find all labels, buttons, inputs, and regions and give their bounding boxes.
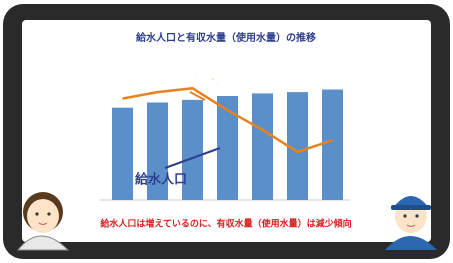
caption: 給水人口は増えているのに、有収水量（使用水量）は減少傾向 bbox=[100, 218, 351, 230]
line-annotation: 有収水量 bbox=[180, 74, 232, 90]
page: 給水人口と有収水量（使用水量）の推移 有収水量 給水人口 給水人口は増えているの… bbox=[0, 0, 453, 263]
bar-annotation: 給水人口 bbox=[135, 172, 187, 188]
bar bbox=[322, 90, 343, 201]
bar bbox=[112, 108, 133, 200]
bar bbox=[252, 93, 273, 200]
chart-title: 給水人口と有収水量（使用水量）の推移 bbox=[136, 31, 316, 44]
